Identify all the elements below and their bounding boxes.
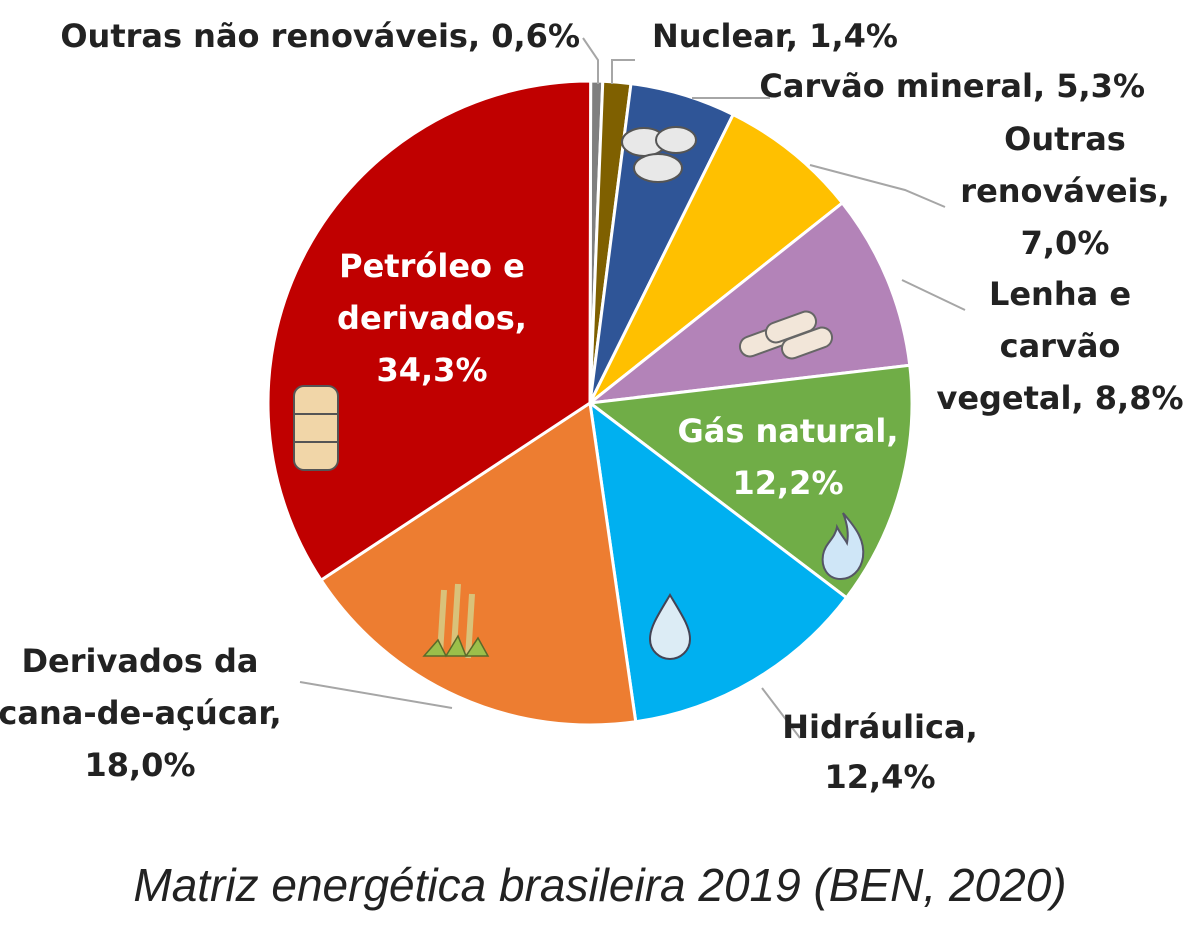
- slice-label: Lenha e carvão vegetal, 8,8%: [936, 275, 1183, 417]
- chart-caption: Matriz energética brasileira 2019 (BEN, …: [133, 859, 1067, 911]
- slice-label: Outras renováveis, 7,0%: [960, 120, 1169, 262]
- leader-lines: [299, 37, 966, 739]
- leader-line: [761, 687, 801, 739]
- water-drop-icon: [648, 593, 692, 661]
- slice-label: Hidráulica, 12,4%: [782, 708, 977, 796]
- pie-slice: [588, 112, 845, 405]
- leader-line: [582, 37, 599, 84]
- slice-icons: [293, 126, 865, 661]
- oil-barrel-icon: [293, 385, 339, 471]
- slice-label: Outras não renováveis, 0,6%: [60, 17, 580, 55]
- slice-label: Carvão mineral, 5,3%: [759, 67, 1145, 105]
- slice-label-line: 18,0%: [84, 746, 195, 784]
- slice-label: Petróleo e derivados, 34,3%: [337, 247, 527, 389]
- slice-label-line: 7,0%: [1021, 224, 1110, 262]
- pie-slice: [584, 200, 912, 406]
- slice-label-line: Outras não renováveis, 0,6%: [60, 17, 580, 55]
- slice-label-line: renováveis,: [960, 172, 1169, 210]
- slice-label-line: Derivados da: [21, 642, 258, 680]
- slice-label-line: Carvão mineral, 5,3%: [759, 67, 1145, 105]
- slice-label: Nuclear, 1,4%: [652, 17, 898, 55]
- slice-label-line: Petróleo e: [339, 247, 525, 285]
- slice-label-line: 12,4%: [824, 758, 935, 796]
- slice-label: Gás natural, 12,2%: [678, 412, 899, 502]
- slice-label-line: Gás natural,: [678, 412, 899, 450]
- slice-label-line: vegetal, 8,8%: [936, 379, 1183, 417]
- leader-line: [901, 279, 966, 311]
- leader-line: [809, 164, 946, 208]
- slice-label-line: carvão: [1000, 327, 1121, 365]
- firewood-icon: [738, 310, 834, 360]
- pie-slices: [266, 79, 914, 727]
- slice-label-line: 34,3%: [376, 351, 487, 389]
- slice-label-line: Nuclear, 1,4%: [652, 17, 898, 55]
- slice-label-line: Hidráulica,: [782, 708, 977, 746]
- pie-slice: [318, 400, 638, 727]
- slice-label-line: Lenha e: [989, 275, 1131, 313]
- pie-slice: [266, 79, 593, 583]
- leader-line: [299, 681, 453, 709]
- slice-label-line: derivados,: [337, 299, 527, 337]
- slice-label-line: cana-de-açúcar,: [0, 694, 282, 732]
- slice-label: Derivados da cana-de-açúcar, 18,0%: [0, 642, 282, 784]
- slice-label-line: Outras: [1004, 120, 1126, 158]
- slice-labels: Outras não renováveis, 0,6% Nuclear, 1,4%…: [0, 17, 1184, 796]
- leader-line: [611, 59, 635, 84]
- flame-icon: [821, 512, 865, 581]
- slice-label-line: 12,2%: [732, 464, 843, 502]
- sugarcane-icon: [422, 583, 490, 659]
- coal-icon: [621, 126, 697, 183]
